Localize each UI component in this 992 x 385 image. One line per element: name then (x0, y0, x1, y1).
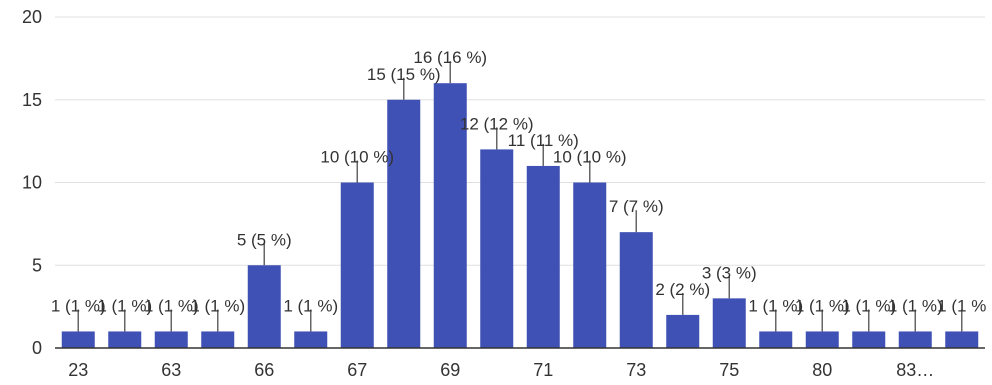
bar (619, 232, 653, 348)
data-label: 1 (1 % (937, 296, 986, 315)
data-label: 7 (7 %) (609, 197, 664, 216)
data-label: 16 (16 %) (413, 48, 487, 67)
bar (805, 331, 839, 348)
bar (154, 331, 188, 348)
bar (480, 149, 514, 348)
bars-layer (61, 83, 979, 348)
bar (526, 165, 560, 348)
data-label: 1 (1 %) (190, 296, 245, 315)
x-tick-label: 80 (812, 360, 832, 380)
x-tick-label: 66 (254, 360, 274, 380)
data-label: 1 (1 %) (841, 296, 896, 315)
data-label: 10 (10 %) (553, 148, 627, 167)
data-label: 1 (1 %) (51, 296, 106, 315)
grid-layer (55, 16, 985, 266)
bar (759, 331, 793, 348)
data-label: 1 (1 %) (795, 296, 850, 315)
data-label: 1 (1 %) (748, 296, 803, 315)
data-label: 5 (5 %) (237, 230, 292, 249)
bar (387, 99, 421, 348)
bar (945, 331, 979, 348)
x-tick-label: 83… (896, 360, 934, 380)
data-label: 11 (11 %) (508, 131, 579, 150)
y-tick-label: 15 (22, 90, 42, 110)
x-tick-label: 71 (533, 360, 553, 380)
bar (712, 298, 746, 348)
bar (340, 182, 374, 348)
bar (852, 331, 886, 348)
x-tick-label: 73 (626, 360, 646, 380)
bar (666, 314, 700, 348)
data-label: 3 (3 %) (702, 263, 757, 282)
y-tick-label: 0 (32, 338, 42, 358)
x-tick-label: 63 (161, 360, 181, 380)
bar (898, 331, 932, 348)
bar (433, 83, 467, 348)
data-label: 15 (15 %) (367, 65, 441, 84)
x-tick-label: 69 (440, 360, 460, 380)
y-tick-label: 20 (22, 7, 42, 27)
data-label: 1 (1 %) (283, 296, 338, 315)
x-tick-label: 75 (719, 360, 739, 380)
data-label: 1 (1 %) (144, 296, 199, 315)
bar (108, 331, 142, 348)
x-tick-label: 23 (68, 360, 88, 380)
data-label: 1 (1 %) (97, 296, 152, 315)
data-label: 12 (12 %) (460, 114, 534, 133)
bar (247, 265, 281, 348)
bar (573, 182, 607, 348)
y-tick-label: 10 (22, 173, 42, 193)
x-tick-label: 67 (347, 360, 367, 380)
data-label: 2 (2 %) (655, 280, 710, 299)
data-labels-layer: 1 (1 %)1 (1 %)1 (1 %)1 (1 %)5 (5 %)1 (1 … (51, 48, 986, 332)
y-tick-label: 5 (32, 255, 42, 275)
bar (201, 331, 235, 348)
bar (61, 331, 95, 348)
axis-layer: 0 5 10 15 20 23 63 66 67 69 71 73 75 80 83… (22, 7, 985, 380)
data-label: 10 (10 %) (320, 148, 394, 167)
bar (294, 331, 328, 348)
data-label: 1 (1 %) (888, 296, 943, 315)
